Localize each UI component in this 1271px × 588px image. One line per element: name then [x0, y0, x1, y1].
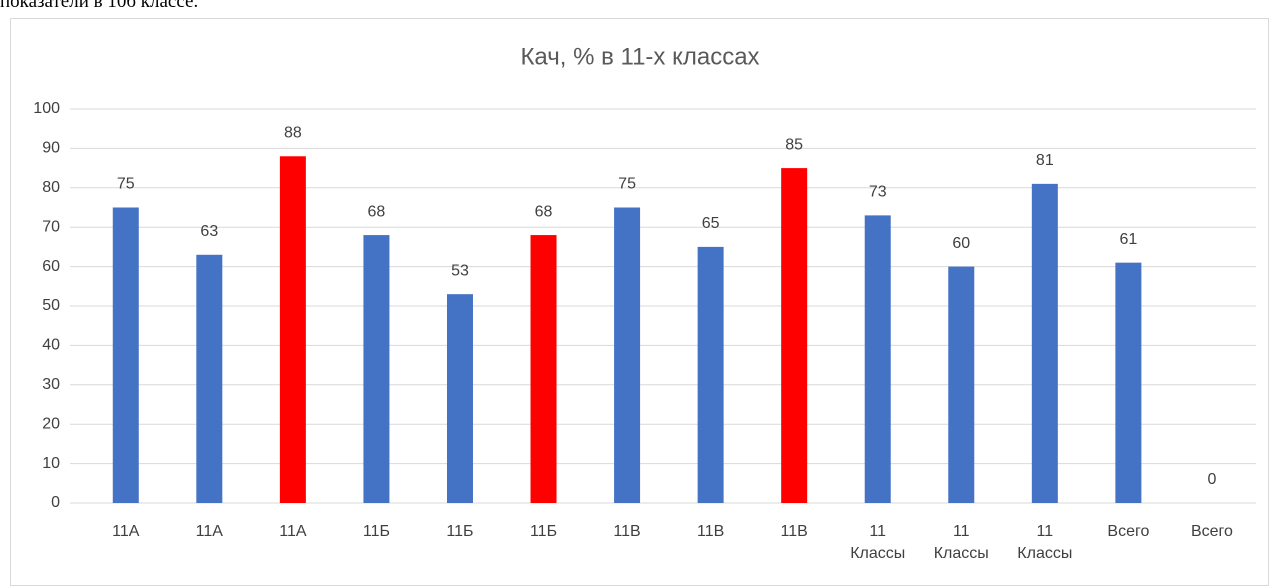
bar — [446, 294, 473, 503]
y-tick-label: 100 — [33, 100, 60, 117]
y-tick-label: 10 — [42, 455, 60, 472]
data-label: 0 — [1207, 471, 1216, 488]
x-tick-label: 11 Классы — [1017, 523, 1073, 562]
bar — [614, 207, 641, 503]
y-tick-label: 70 — [42, 218, 60, 235]
bar — [363, 235, 390, 503]
bar — [530, 235, 557, 503]
y-tick-label: 40 — [42, 337, 60, 354]
x-tick-label: 11Б — [362, 523, 390, 540]
bar — [781, 168, 808, 503]
bar — [1115, 262, 1142, 503]
bar — [1031, 183, 1058, 504]
y-tick-label: 80 — [42, 179, 60, 196]
y-tick-label: 30 — [42, 376, 60, 393]
data-label: 75 — [117, 176, 135, 193]
bar — [196, 254, 223, 503]
y-tick-label: 20 — [42, 415, 60, 432]
y-tick-label: 60 — [42, 258, 60, 275]
y-tick-label: 90 — [42, 140, 60, 157]
data-label: 63 — [200, 223, 218, 240]
data-label: 88 — [284, 124, 302, 141]
data-label: 68 — [368, 203, 386, 220]
x-tick-label: 11В — [780, 523, 808, 540]
y-tick-label: 0 — [51, 494, 60, 511]
x-tick-label: 11Б — [446, 523, 474, 540]
data-label: 81 — [1036, 152, 1054, 169]
x-tick-label: 11 Классы — [933, 523, 989, 562]
chart-title: Кач, % в 11-х классах — [520, 43, 759, 70]
x-tick-label: 11Б — [529, 523, 558, 540]
x-tick-label: Всего — [1190, 523, 1233, 540]
bar — [864, 215, 891, 503]
bar — [112, 207, 139, 503]
x-tick-label: 11А — [279, 523, 307, 540]
bar — [697, 246, 724, 503]
bar — [279, 156, 306, 503]
x-tick-label: 11А — [195, 523, 223, 540]
x-tick-label: 11А — [112, 523, 140, 540]
bar — [948, 266, 975, 503]
y-tick-label: 50 — [42, 297, 60, 314]
data-label: 68 — [535, 203, 553, 220]
data-label: 53 — [451, 262, 469, 279]
data-label: 60 — [952, 235, 970, 252]
data-label: 85 — [785, 136, 803, 153]
x-tick-label: 11В — [696, 523, 725, 540]
chart-frame — [10, 18, 1269, 586]
data-label: 61 — [1119, 231, 1137, 248]
x-tick-label: 11В — [613, 523, 641, 540]
x-tick-label: Всего — [1107, 523, 1150, 540]
caption: показатели в 10б классе. — [0, 0, 199, 12]
data-label: 65 — [702, 215, 720, 232]
x-tick-label: 11 Классы — [850, 523, 906, 562]
data-label: 75 — [618, 176, 636, 193]
data-label: 73 — [869, 184, 887, 201]
